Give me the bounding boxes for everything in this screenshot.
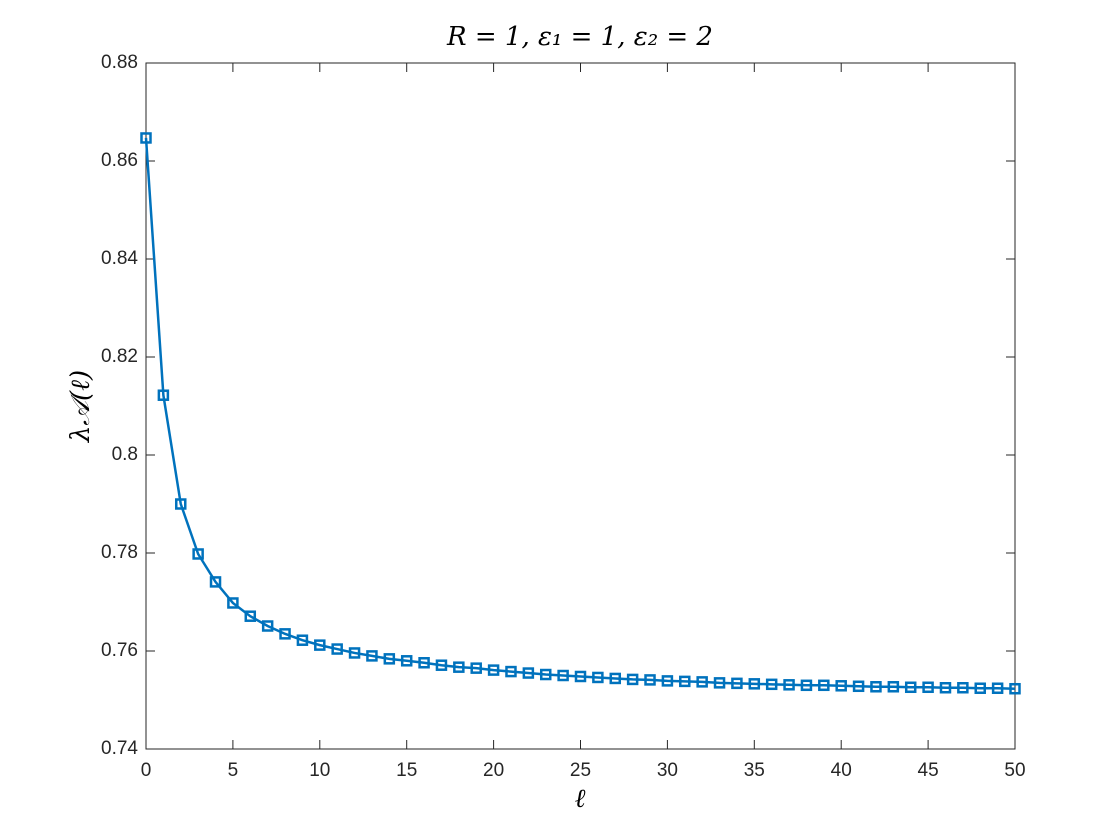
marker xyxy=(800,679,813,692)
marker xyxy=(887,681,900,693)
x-tick-label: 10 xyxy=(309,760,330,781)
y-tick-label: 0.74 xyxy=(101,738,138,759)
marker xyxy=(748,678,761,690)
chart-title: R = 1, ε₁ = 1, ε₂ = 2 xyxy=(446,22,713,52)
marker xyxy=(470,662,482,674)
marker xyxy=(157,389,170,401)
marker xyxy=(783,679,795,691)
marker xyxy=(574,670,587,683)
x-axis-label: ℓ xyxy=(575,784,586,814)
marker xyxy=(731,677,743,690)
marker xyxy=(505,665,517,678)
x-tick-label: 25 xyxy=(570,760,591,781)
marker xyxy=(626,673,639,686)
marker xyxy=(765,678,778,691)
marker xyxy=(296,634,309,646)
y-axis-label: λ𝒜(ℓ) xyxy=(66,370,96,443)
x-tick-label: 0 xyxy=(141,760,152,781)
line xyxy=(144,137,1016,690)
marker xyxy=(592,671,604,684)
marker xyxy=(209,576,222,588)
marker xyxy=(557,669,569,682)
marker xyxy=(435,659,448,671)
marker xyxy=(227,597,239,609)
x-tick-label: 50 xyxy=(1004,760,1025,781)
marker xyxy=(835,680,847,692)
marker xyxy=(1009,682,1021,695)
marker xyxy=(922,681,934,694)
x-tick-label: 15 xyxy=(396,760,417,781)
marker xyxy=(609,672,622,685)
marker xyxy=(870,681,882,693)
marker xyxy=(539,668,552,681)
x-tick-label: 35 xyxy=(744,760,765,781)
marker xyxy=(852,680,865,693)
y-tick-label: 0.78 xyxy=(101,542,138,563)
x-tick-label: 40 xyxy=(831,760,852,781)
marker xyxy=(453,661,465,673)
marker xyxy=(991,682,1004,694)
x-tick-label: 5 xyxy=(228,760,239,781)
marker xyxy=(140,132,152,144)
y-tick-label: 0.82 xyxy=(101,346,138,367)
marker xyxy=(418,657,430,669)
y-tick-label: 0.88 xyxy=(101,52,138,73)
marker xyxy=(679,675,691,688)
marker xyxy=(957,682,969,694)
y-tick-label: 0.86 xyxy=(101,150,138,171)
marker xyxy=(261,620,274,632)
marker xyxy=(644,674,656,686)
marker xyxy=(244,610,257,622)
marker xyxy=(487,664,500,676)
marker xyxy=(400,655,413,667)
marker xyxy=(696,676,708,688)
marker xyxy=(818,679,830,692)
marker xyxy=(314,639,326,651)
marker xyxy=(974,682,986,694)
marker xyxy=(939,682,952,694)
marker xyxy=(279,628,291,640)
marker xyxy=(522,667,535,679)
marker xyxy=(192,548,204,560)
y-tick-label: 0.84 xyxy=(101,248,138,269)
marker xyxy=(713,677,726,689)
marker xyxy=(383,653,396,665)
marker xyxy=(331,643,343,655)
marker xyxy=(175,498,187,510)
marker xyxy=(366,650,378,662)
marker xyxy=(904,681,917,694)
x-tick-label: 30 xyxy=(657,760,678,781)
y-tick-label: 0.76 xyxy=(101,640,138,661)
y-tick-label: 0.8 xyxy=(112,444,138,465)
marker xyxy=(348,647,361,659)
plot-frame xyxy=(145,62,1016,750)
x-tick-label: 20 xyxy=(483,760,504,781)
x-tick-label: 45 xyxy=(918,760,939,781)
marker xyxy=(661,675,674,687)
